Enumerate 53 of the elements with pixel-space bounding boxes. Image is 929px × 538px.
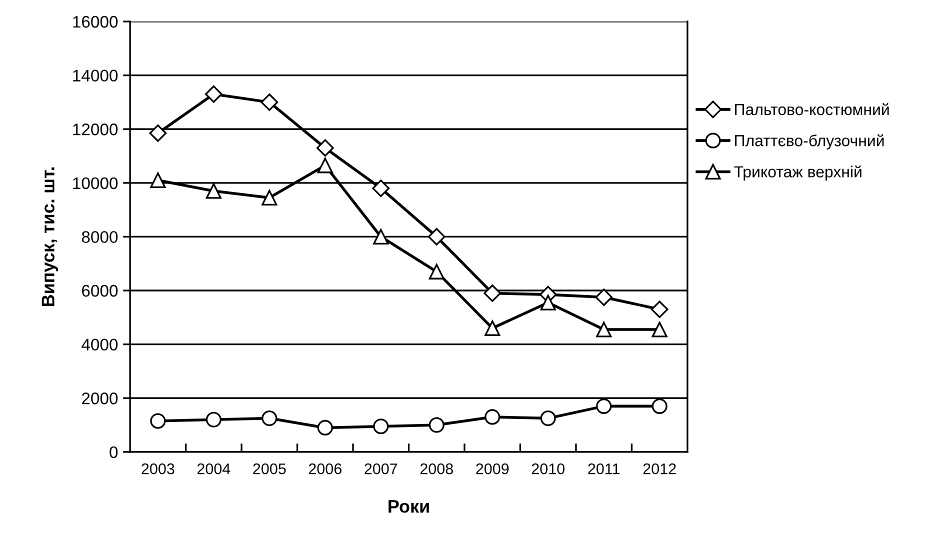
y-tick-label: 10000 bbox=[73, 177, 118, 190]
point bbox=[150, 413, 166, 429]
point bbox=[595, 288, 613, 306]
point bbox=[262, 410, 278, 426]
point bbox=[204, 85, 222, 103]
y-tick-label: 14000 bbox=[73, 70, 118, 82]
y-tick-label: 4000 bbox=[82, 338, 118, 351]
x-tick-label: 2011 bbox=[588, 463, 620, 474]
y-tick-label: 16000 bbox=[73, 16, 118, 28]
x-tick-label: 2005 bbox=[253, 463, 286, 474]
x-axis-title: Роки bbox=[388, 500, 429, 513]
point bbox=[206, 412, 222, 428]
point bbox=[484, 320, 500, 336]
x-tick-label: 2004 bbox=[197, 463, 230, 474]
point bbox=[650, 300, 668, 318]
point bbox=[262, 190, 278, 206]
point bbox=[428, 264, 444, 280]
y-tick-label: 8000 bbox=[82, 231, 118, 243]
point bbox=[372, 180, 390, 197]
y-tick-label: 0 bbox=[110, 446, 118, 458]
point bbox=[596, 322, 612, 338]
point bbox=[428, 228, 446, 246]
point bbox=[317, 158, 333, 174]
x-tick-label: 2003 bbox=[142, 463, 174, 474]
point bbox=[596, 398, 612, 414]
point bbox=[484, 284, 502, 302]
point bbox=[260, 94, 278, 111]
x-tick-label: 2007 bbox=[364, 463, 398, 474]
legend-label: Трикотаж верхній bbox=[734, 165, 862, 181]
point bbox=[540, 294, 556, 310]
point bbox=[540, 410, 556, 426]
x-tick-label: 2006 bbox=[308, 463, 342, 474]
point bbox=[652, 322, 668, 338]
point bbox=[317, 420, 333, 436]
legend-label: Платтєво-блузочний bbox=[735, 134, 884, 150]
x-tick-label: 2010 bbox=[532, 463, 565, 474]
y-axis-title: Випуск, тис. шт. bbox=[42, 167, 58, 306]
x-tick-label: 2012 bbox=[643, 463, 676, 474]
y-tick-label: 2000 bbox=[82, 392, 118, 404]
legend-label: Пальтово-костюмний bbox=[735, 103, 889, 116]
point bbox=[652, 398, 668, 414]
point bbox=[373, 418, 389, 434]
x-tick-label: 2009 bbox=[476, 463, 509, 474]
point bbox=[206, 183, 222, 199]
point bbox=[149, 124, 167, 142]
y-tick-label: 12000 bbox=[73, 124, 118, 136]
point bbox=[316, 139, 334, 157]
y-tick-label: 6000 bbox=[82, 284, 118, 297]
point bbox=[150, 172, 166, 188]
x-tick-label: 2008 bbox=[420, 463, 453, 474]
point bbox=[484, 409, 500, 425]
point bbox=[428, 417, 444, 433]
point bbox=[373, 228, 389, 244]
